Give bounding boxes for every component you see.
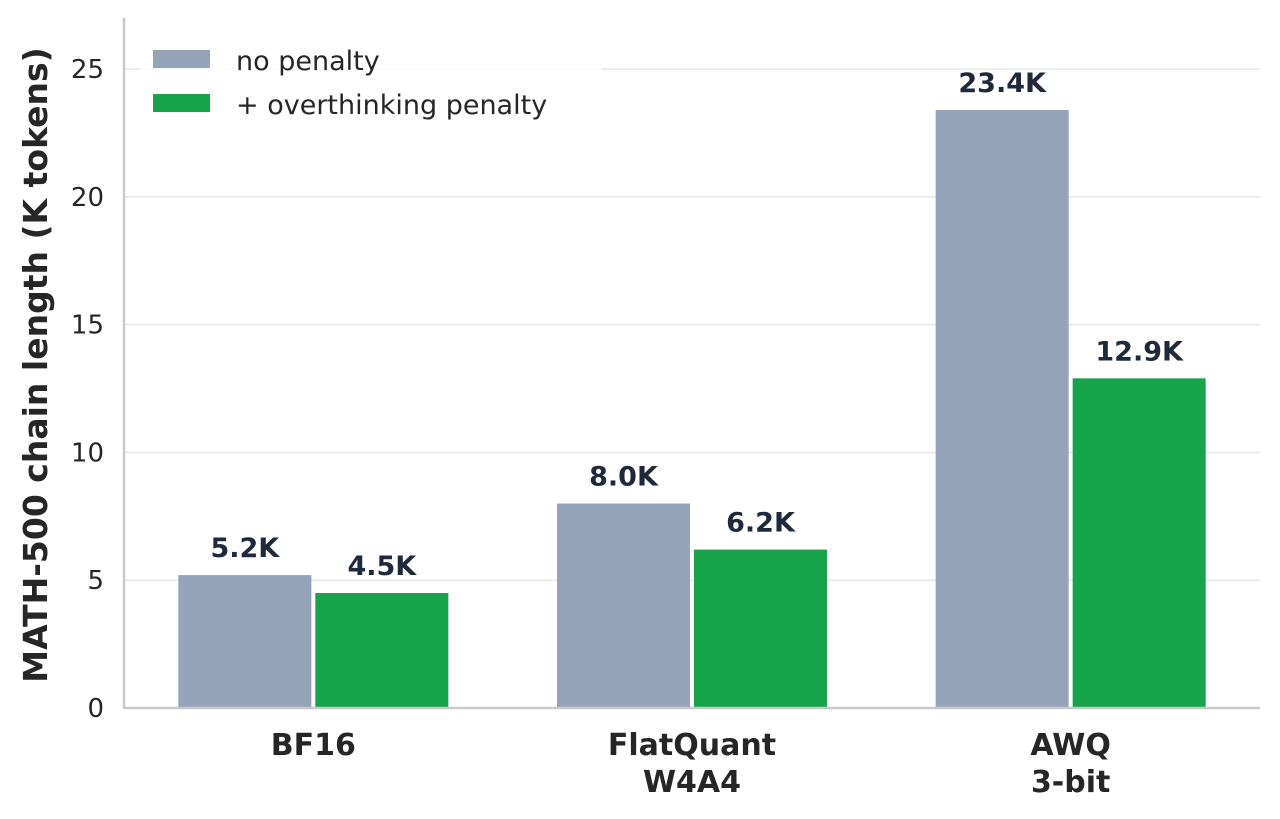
legend-swatch-overthinking-penalty [153, 94, 210, 112]
y-tick-label: 15 [71, 311, 104, 341]
y-tick-label: 20 [71, 183, 104, 213]
bar-overthinking-penalty-2 [1072, 378, 1206, 708]
x-category-label: FlatQuant W4A4 [608, 728, 776, 800]
data-label: 6.2K [726, 508, 796, 539]
x-category-label: AWQ 3-bit [1030, 728, 1110, 800]
legend-entry: + overthinking penalty [236, 90, 547, 121]
data-label: 5.2K [210, 533, 280, 564]
y-tick-label: 0 [87, 694, 104, 724]
data-label: 8.0K [589, 462, 659, 493]
x-category-label: BF16 [271, 728, 356, 763]
y-tick-label: 5 [87, 566, 104, 596]
bar-overthinking-penalty-1 [694, 549, 827, 708]
axes [122, 18, 1260, 710]
y-tick-label: 10 [71, 438, 104, 468]
bar-no-penalty-0 [178, 575, 312, 708]
y-tick-label: 25 [71, 55, 104, 85]
legend: no penalty + overthinking penalty [140, 30, 602, 130]
legend-swatch-no-penalty [153, 50, 210, 68]
data-label: 4.5K [347, 551, 417, 582]
y-axis-label: MATH-500 chain length (K tokens) [16, 47, 55, 682]
labels: 0 5 10 15 20 25 5.2K 4.5K BF16 8.0K 6.2K FlatQuant W… [16, 47, 1184, 800]
legend-entry: no penalty [236, 46, 380, 77]
bar-no-penalty-2 [935, 110, 1069, 708]
legend-box [140, 30, 602, 130]
bars [178, 110, 1206, 708]
bar-overthinking-penalty-0 [315, 593, 449, 708]
data-label: 23.4K [958, 68, 1047, 99]
bar-no-penalty-1 [557, 503, 690, 708]
data-label: 12.9K [1095, 336, 1184, 367]
